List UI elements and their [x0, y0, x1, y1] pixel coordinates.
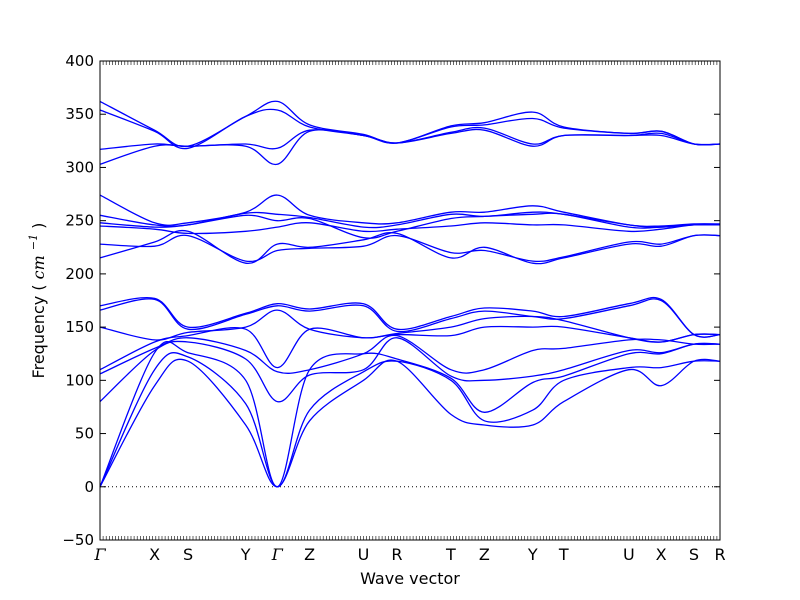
x-tick-label: Z: [304, 545, 315, 564]
y-tick-label: 350: [65, 105, 94, 123]
x-tick-label: T: [558, 545, 569, 564]
y-tick-label: −50: [62, 531, 94, 549]
band-line-4: [99, 337, 721, 403]
band-line-17: [99, 126, 721, 150]
y-axis-label-close-paren: ): [29, 223, 48, 229]
band-line-11: [99, 234, 721, 263]
y-tick-label: 150: [65, 318, 94, 336]
x-tick-label: X: [149, 545, 160, 564]
x-tick-label: S: [689, 545, 699, 564]
y-axis-label-unit-exp: −1: [27, 234, 40, 250]
y-tick-label: 50: [75, 425, 94, 443]
y-axis-label-text: Frequency: [29, 296, 48, 379]
x-tick-label: Γ: [93, 545, 106, 564]
y-axis: −50 0 50 100 150 200 250 300 350 400: [62, 52, 720, 549]
y-axis-label-unit: cm: [29, 255, 48, 279]
band-line-3: [99, 340, 721, 488]
y-axis-label-open-paren: (: [29, 284, 48, 290]
x-axis-label: Wave vector: [360, 569, 460, 588]
band-line-1: [99, 358, 721, 488]
x-tick-label: Z: [479, 545, 490, 564]
x-tick-label: S: [183, 545, 193, 564]
x-tick-label: U: [623, 545, 635, 564]
band-line-13: [99, 212, 721, 239]
y-tick-label: 200: [65, 265, 94, 283]
y-tick-label: 250: [65, 212, 94, 230]
x-tick-label: T: [445, 545, 456, 564]
band-line-18: [99, 108, 721, 150]
band-line-12: [99, 222, 721, 235]
x-tick-label: Y: [527, 545, 538, 564]
band-line-8: [99, 298, 721, 338]
y-tick-label: 100: [65, 371, 94, 389]
y-axis-label: Frequency ( cm −1 ): [22, 223, 48, 379]
x-tick-label: Γ: [271, 545, 284, 564]
band-line-5: [99, 334, 721, 375]
x-tick-label: R: [714, 545, 725, 564]
y-tick-label: 300: [65, 158, 94, 176]
band-line-7: [99, 309, 721, 343]
x-tick-label: Y: [240, 545, 251, 564]
band-line-19: [99, 100, 721, 148]
band-line-10: [99, 229, 721, 265]
band-line-9: [99, 296, 721, 338]
x-tick-label: R: [391, 545, 402, 564]
y-tick-label: 400: [65, 52, 94, 70]
band-line-2: [99, 352, 721, 488]
y-tick-label: 0: [84, 478, 94, 496]
band-line-15: [99, 194, 721, 228]
series-group: [99, 100, 721, 488]
x-tick-label: U: [358, 545, 370, 564]
x-tick-label: X: [656, 545, 667, 564]
